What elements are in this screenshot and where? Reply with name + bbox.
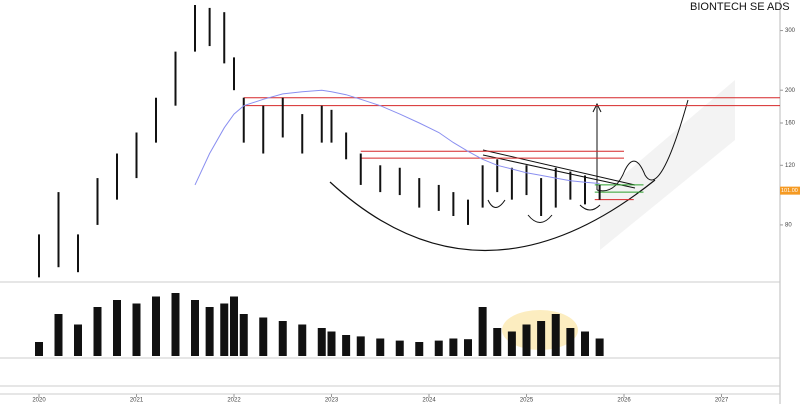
y-tick-label: 160 xyxy=(785,121,796,127)
volume-bar xyxy=(278,321,287,356)
target-arrow xyxy=(592,102,602,190)
y-tick-label: 120 xyxy=(785,163,796,169)
volume-bar xyxy=(581,331,589,356)
volume-bar xyxy=(230,296,238,356)
volume-bar xyxy=(434,340,443,356)
moving-average xyxy=(194,89,600,186)
volume-bar xyxy=(259,317,268,356)
volume-bar xyxy=(298,324,307,356)
y-tick-label: 300 xyxy=(785,28,796,34)
y-tick-label: 200 xyxy=(785,88,796,94)
volume-bar xyxy=(35,342,43,356)
volume-bar xyxy=(551,314,560,356)
volume-bar xyxy=(342,335,351,356)
volume-bar xyxy=(317,328,326,356)
volume-bar xyxy=(54,314,63,356)
projection-channel xyxy=(600,80,735,250)
volume-bar xyxy=(171,293,180,356)
x-tick-label: 2026 xyxy=(617,398,631,404)
pattern-curves xyxy=(487,199,601,223)
x-tick-label: 2023 xyxy=(325,398,339,404)
volume-bar xyxy=(537,321,546,356)
volume-bar xyxy=(205,307,214,356)
volume-bar xyxy=(595,338,604,356)
volume-bar xyxy=(327,331,336,356)
x-tick-label: 2025 xyxy=(520,398,534,404)
x-tick-label: 2022 xyxy=(227,398,241,404)
volume-bar xyxy=(522,324,531,356)
last-price-label: 101.00 xyxy=(781,188,798,194)
volume-bar xyxy=(356,336,365,356)
cup-arc xyxy=(329,179,656,252)
last-price-tag xyxy=(780,186,800,195)
x-tick-label: 2024 xyxy=(422,398,436,404)
y-tick-label: 80 xyxy=(785,222,792,228)
volume-bar xyxy=(464,339,472,356)
volume-bar xyxy=(395,340,404,356)
volume-bar xyxy=(493,328,502,356)
volume-bar xyxy=(415,342,424,356)
volume-bar xyxy=(376,338,385,356)
volume-bar xyxy=(74,324,82,356)
trend-line xyxy=(482,149,636,186)
volume-bar xyxy=(93,307,102,356)
chart-title: BIONTECH SE ADS xyxy=(690,1,790,13)
x-tick-label: 2021 xyxy=(130,398,144,404)
volume-bar xyxy=(449,338,458,356)
volume-bar xyxy=(478,307,487,356)
projection-path xyxy=(596,99,689,192)
trend-line xyxy=(482,154,636,189)
x-tick-label: 2020 xyxy=(32,398,46,404)
volume-bar xyxy=(507,331,516,356)
volume-bar xyxy=(152,296,160,356)
volume-bar xyxy=(191,300,199,356)
volume-bar xyxy=(220,303,229,356)
volume-bar xyxy=(113,300,121,356)
x-tick-label: 2027 xyxy=(715,398,729,404)
volume-bar xyxy=(132,303,141,356)
volume-bar xyxy=(566,328,575,356)
volume-bar xyxy=(239,314,248,356)
